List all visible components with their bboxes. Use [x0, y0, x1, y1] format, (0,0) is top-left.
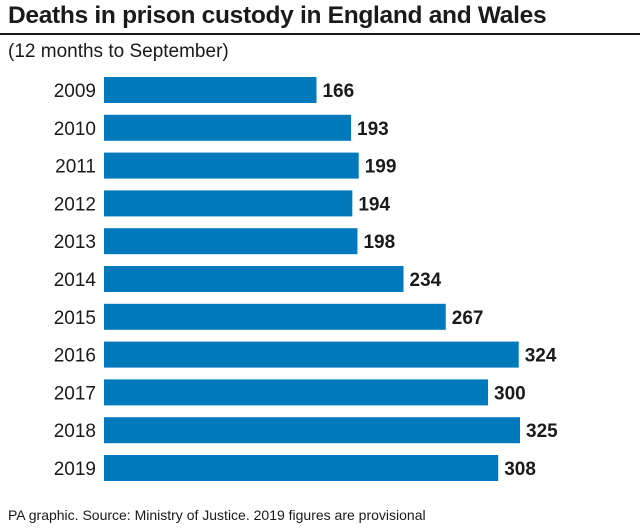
bar	[104, 266, 404, 292]
category-label: 2019	[54, 459, 96, 480]
bar	[104, 77, 317, 103]
category-label: 2018	[54, 421, 96, 442]
category-label: 2012	[54, 194, 96, 215]
bar	[104, 341, 519, 368]
value-label: 267	[452, 308, 484, 329]
bar	[104, 152, 359, 179]
category-label: 2017	[54, 383, 96, 404]
value-label: 324	[525, 346, 557, 367]
chart-title: Deaths in prison custody in England and …	[8, 2, 547, 29]
value-label: 300	[494, 383, 526, 404]
value-label: 166	[322, 81, 354, 102]
source-footer: PA graphic. Source: Ministry of Justice.…	[8, 507, 426, 523]
value-label: 308	[504, 459, 536, 480]
title-divider	[0, 33, 640, 35]
bar	[104, 190, 353, 217]
value-label: 193	[357, 119, 389, 140]
category-label: 2009	[54, 81, 96, 102]
bar	[104, 417, 520, 444]
bar	[104, 114, 352, 141]
category-label: 2014	[54, 270, 97, 291]
value-label: 234	[410, 270, 442, 291]
bar	[104, 379, 488, 406]
category-label: 2016	[54, 346, 96, 367]
value-label: 199	[365, 157, 397, 178]
value-label: 325	[526, 421, 558, 442]
value-label: 198	[363, 232, 395, 253]
category-label: 2013	[54, 232, 96, 253]
category-label: 2011	[55, 157, 96, 178]
value-label: 194	[358, 194, 390, 215]
category-label: 2015	[54, 308, 96, 329]
chart-subtitle: (12 months to September)	[8, 41, 229, 62]
bar	[104, 303, 446, 330]
bar	[104, 228, 358, 255]
bar	[104, 455, 499, 481]
category-label: 2010	[54, 119, 96, 140]
